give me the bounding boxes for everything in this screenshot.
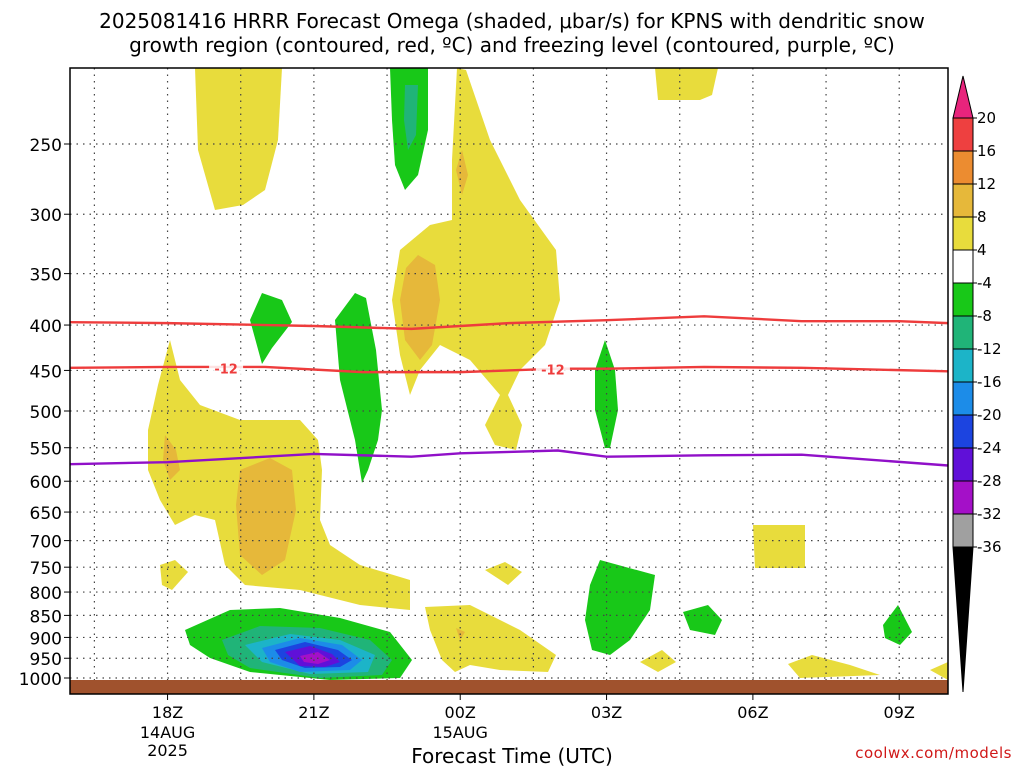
- omega-positive-area: [788, 655, 880, 678]
- omega-positive-max: [236, 458, 296, 575]
- x-tick-label: 09Z: [884, 703, 915, 722]
- colorbar-segment: [952, 447, 974, 482]
- omega-negative-area: [335, 293, 382, 483]
- omega-negative-area: [250, 293, 292, 364]
- plot-frame: [69, 67, 949, 695]
- omega-positive-area: [655, 68, 718, 100]
- y-tick-label: 300: [30, 206, 62, 226]
- ground-band: [70, 680, 948, 694]
- colorbar-top-arrow: [952, 75, 974, 119]
- colorbar-segment: [952, 414, 974, 449]
- x-tick-sublabel: 15AUG: [433, 723, 488, 742]
- x-tick-sublabel: 2025: [147, 741, 188, 760]
- omega-positive-area: [485, 562, 522, 585]
- omega-negative-area: [585, 560, 655, 655]
- colorbar-label: 8: [977, 208, 987, 226]
- omega-positive-area: [425, 605, 556, 672]
- y-tick-label: 700: [30, 533, 62, 553]
- y-tick-label: 750: [30, 559, 62, 579]
- contour-label-bg: [209, 360, 244, 377]
- omega-positive-area: [160, 560, 188, 590]
- colorbar-label: -16: [977, 373, 1002, 391]
- contour-label: -12: [541, 364, 565, 379]
- colorbar-label: -28: [977, 472, 1002, 490]
- colorbar-segment: [952, 183, 974, 218]
- contour-label-bg: [535, 361, 570, 378]
- x-tick-label: 03Z: [591, 703, 622, 722]
- y-tick-label: 950: [30, 650, 62, 670]
- colorbar-segment: [952, 282, 974, 317]
- colorbar-label: -4: [977, 274, 992, 292]
- y-tick-label: 650: [30, 504, 62, 524]
- omega-positive-max: [400, 255, 440, 360]
- y-tick-label: 1000: [19, 670, 62, 690]
- colorbar-label: -20: [977, 406, 1002, 424]
- y-tick-label: 600: [30, 473, 62, 493]
- colorbar-bottom-arrow: [952, 546, 974, 693]
- colorbar-label: -36: [977, 538, 1002, 556]
- colorbar-segment: [952, 513, 974, 548]
- omega-negative-area: [300, 652, 330, 664]
- omega-positive-area: [195, 68, 282, 210]
- y-tick-label: 250: [30, 136, 62, 156]
- colorbar-label: 4: [977, 241, 987, 259]
- x-tick-sublabel: 14AUG: [140, 723, 195, 742]
- omega-shading: [148, 68, 948, 680]
- site-credit: coolwx.com/models: [855, 744, 1012, 762]
- y-tick-label: 500: [30, 403, 62, 423]
- colorbar-label: 16: [977, 142, 996, 160]
- colorbar-label: -8: [977, 307, 992, 325]
- dgz-contour-line: [69, 315, 949, 331]
- omega-positive-max: [456, 150, 468, 195]
- chart-title-line2: growth region (contoured, red, ºC) and f…: [129, 33, 895, 57]
- y-tick-label: 900: [30, 629, 62, 649]
- y-tick-label: 400: [30, 317, 62, 337]
- colorbar-label: 20: [977, 109, 996, 127]
- colorbar-segment: [952, 348, 974, 383]
- colorbar-segment: [952, 480, 974, 515]
- y-tick-label: 800: [30, 584, 62, 604]
- colorbar-segment: [952, 150, 974, 185]
- x-tick-label: 21Z: [298, 703, 329, 722]
- omega-positive-area: [930, 662, 948, 680]
- omega-positive-area: [640, 650, 676, 672]
- y-tick-label: 450: [30, 362, 62, 382]
- omega-positive-area: [753, 525, 805, 568]
- colorbar-segment: [952, 381, 974, 416]
- x-axis-title: Forecast Time (UTC): [411, 744, 613, 768]
- colorbar-segment: [952, 315, 974, 350]
- y-tick-label: 550: [30, 440, 62, 460]
- x-tick-label: 00Z: [445, 703, 476, 722]
- colorbar-segment: [952, 216, 974, 251]
- freezing-level-contour: [69, 449, 949, 467]
- omega-positive-area: [392, 68, 560, 450]
- colorbar-label: -32: [977, 505, 1002, 523]
- omega-negative-area: [883, 605, 912, 645]
- y-tick-label: 850: [30, 607, 62, 627]
- colorbar-segment: [952, 117, 974, 152]
- contour-label: -12: [214, 363, 238, 378]
- colorbar-label: 12: [977, 175, 996, 193]
- chart-title-line1: 2025081416 HRRR Forecast Omega (shaded, …: [99, 9, 925, 33]
- x-tick-label: 18Z: [152, 703, 183, 722]
- omega-negative-area: [683, 605, 722, 635]
- colorbar-segment: [952, 249, 974, 284]
- omega-negative-area: [404, 85, 418, 150]
- x-tick-label: 06Z: [737, 703, 768, 722]
- colorbar-label: -12: [977, 340, 1002, 358]
- y-tick-label: 350: [30, 266, 62, 286]
- colorbar-label: -24: [977, 439, 1002, 457]
